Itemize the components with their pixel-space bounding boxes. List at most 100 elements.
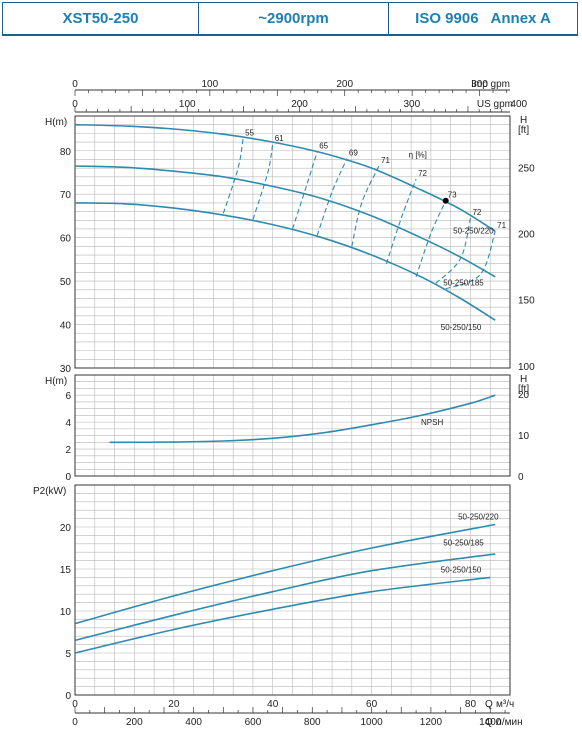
imp-gpm-axis-label: Imp gpm — [471, 79, 510, 90]
imp-gpm-tick-label: 300 — [471, 79, 488, 90]
q-m3h-tick-label: 20 — [168, 699, 180, 710]
us-gpm-tick-label: 100 — [179, 99, 196, 110]
q-lmin-tick-label: 400 — [185, 717, 202, 728]
efficiency-curve — [351, 165, 380, 247]
q-m3h-tick-label: 60 — [366, 699, 378, 710]
npsh-panel-frame — [74, 374, 511, 477]
power-curve — [74, 576, 491, 654]
q-lmin-axis-unit: л/мин — [496, 717, 523, 728]
us-gpm-tick-label: 0 — [72, 99, 78, 110]
head-y-tick-label: 40 — [60, 321, 72, 332]
q-m3h-tick-label: 40 — [267, 699, 279, 710]
speed-label: ~2900rpm — [199, 3, 389, 34]
q-lmin-tick-label: 0 — [72, 717, 78, 728]
us-gpm-tick-label: 400 — [510, 99, 527, 110]
head-ft-tick-label: 100 — [518, 362, 535, 373]
npsh-ft-axis-h: H — [520, 374, 527, 385]
efficiency-label: 72 — [418, 169, 427, 178]
head-y-tick-label: 80 — [60, 147, 72, 158]
npsh-ft-tick-label: 20 — [518, 390, 530, 401]
q-lmin-tick-label: 1000 — [360, 717, 383, 728]
q-lmin-tick-label: 600 — [245, 717, 262, 728]
npsh-y-tick-label: 6 — [65, 391, 71, 402]
q-m3h-tick-label: 0 — [72, 699, 78, 710]
npsh-ft-axis-unit: [ft] — [518, 384, 529, 395]
npsh-y-tick-label: 2 — [65, 445, 71, 456]
power-panel-frame — [74, 484, 511, 696]
q-lmin-tick-label: 1200 — [420, 717, 443, 728]
efficiency-curve — [445, 230, 496, 290]
imp-gpm-tick-label: 0 — [72, 79, 78, 90]
head-panel-frame — [74, 115, 511, 369]
npsh-ft-tick-label: 10 — [518, 431, 530, 442]
power-series-label: 50-250/220 — [458, 512, 499, 521]
head-y-tick-label: 70 — [60, 190, 72, 201]
head-curve — [74, 123, 496, 232]
efficiency-curve — [385, 178, 417, 264]
q-m3h-axis-q: Q — [485, 699, 493, 710]
efficiency-curve — [415, 200, 447, 277]
efficiency-label: 61 — [275, 134, 284, 143]
best-efficiency-point — [442, 197, 449, 204]
us-gpm-tick-label: 300 — [403, 99, 420, 110]
head-y-tick-label: 30 — [60, 364, 72, 375]
efficiency-curve — [252, 143, 274, 220]
power-y-tick-label: 5 — [65, 649, 71, 660]
q-m3h-axis-unit: м³/ч — [496, 699, 514, 710]
model-name: XST50-250 — [3, 3, 199, 34]
head-axis-label: H(m) — [45, 117, 67, 128]
head-y-tick-label: 50 — [60, 277, 72, 288]
npsh-curve — [109, 394, 496, 444]
efficiency-curve — [291, 151, 318, 230]
power-curve — [74, 523, 496, 625]
efficiency-label: 72 — [472, 208, 481, 217]
header-table: XST50-250 ~2900rpm ISO 9906 Annex A — [2, 2, 578, 36]
power-y-tick-label: 15 — [60, 565, 72, 576]
head-curve — [74, 202, 496, 321]
efficiency-label: 73 — [448, 191, 457, 200]
power-series-label: 50-250/150 — [441, 565, 482, 574]
power-axis-label: P2(kW) — [33, 486, 66, 497]
npsh-axis-label: H(m) — [45, 376, 67, 387]
power-y-tick-label: 0 — [65, 691, 71, 702]
head-y-tick-label: 60 — [60, 234, 72, 245]
head-series-label: 50-250/220 — [453, 226, 494, 235]
efficiency-curve — [222, 138, 244, 214]
npsh-series-label: NPSH — [421, 418, 443, 427]
us-gpm-axis-label: US gpm — [477, 99, 513, 110]
efficiency-label: 71 — [381, 156, 390, 165]
head-series-label: 50-250/185 — [443, 278, 484, 287]
annex-label: Annex A — [490, 10, 551, 27]
head-ft-tick-label: 200 — [518, 229, 535, 240]
standard-label: ISO 9906 — [415, 10, 479, 27]
q-m3h-tick-label: 80 — [465, 699, 477, 710]
efficiency-curve — [316, 158, 348, 236]
head-ft-tick-label: 250 — [518, 163, 535, 174]
q-lmin-tick-label: 200 — [126, 717, 143, 728]
q-lmin-tick-label: 1400 — [479, 717, 502, 728]
power-curve — [74, 553, 496, 642]
head-curve — [74, 165, 496, 278]
efficiency-label: 69 — [349, 149, 358, 158]
efficiency-curve — [435, 217, 472, 284]
efficiency-axis-label: η [%] — [409, 150, 427, 159]
power-series-label: 50-250/185 — [443, 538, 484, 547]
npsh-y-tick-label: 0 — [65, 472, 71, 483]
q-lmin-tick-label: 800 — [304, 717, 321, 728]
q-lmin-axis-q: Q — [485, 717, 493, 728]
head-ft-tick-label: 150 — [518, 296, 535, 307]
efficiency-label: 55 — [245, 129, 254, 138]
head-ft-axis-unit: [ft] — [518, 125, 529, 136]
power-y-tick-label: 20 — [60, 523, 72, 534]
imp-gpm-tick-label: 100 — [202, 79, 219, 90]
head-series-label: 50-250/150 — [441, 323, 482, 332]
efficiency-label: 65 — [319, 142, 328, 151]
head-ft-axis-h: H — [520, 115, 527, 126]
imp-gpm-tick-label: 200 — [336, 79, 353, 90]
standard-cell: ISO 9906 Annex A — [389, 3, 577, 34]
npsh-ft-tick-label: 0 — [518, 472, 524, 483]
npsh-y-tick-label: 4 — [65, 418, 71, 429]
efficiency-label: 71 — [497, 221, 506, 230]
